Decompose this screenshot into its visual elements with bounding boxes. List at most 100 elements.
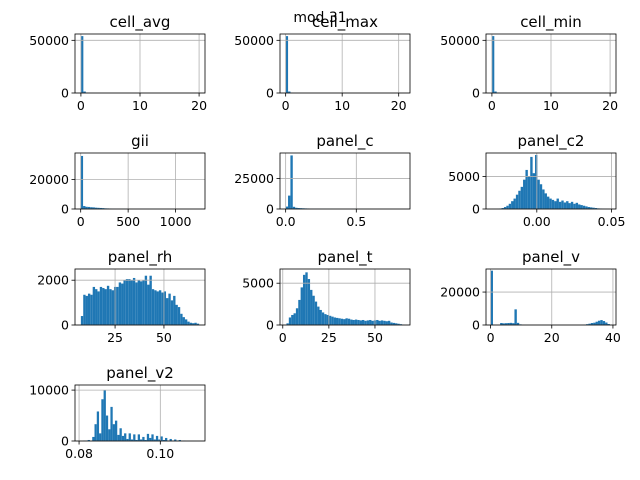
histogram-bar <box>153 439 156 441</box>
x-tick-label: 20 <box>391 98 407 113</box>
histogram-bar <box>361 319 365 325</box>
histogram-bar <box>380 320 384 325</box>
axes-frame <box>279 268 411 326</box>
y-tick-label: 0 <box>61 202 69 217</box>
histogram-bar <box>544 193 547 209</box>
subplot-panel-v: panel_v 0 20 40 0 20000 <box>440 248 621 345</box>
histogram-bar <box>575 202 579 209</box>
histogram-bar <box>502 323 505 325</box>
histogram-bar <box>352 319 355 325</box>
histogram-bar <box>132 277 136 325</box>
histogram-bar <box>109 289 112 325</box>
histogram-bar <box>161 292 164 325</box>
histogram-bar <box>347 318 351 325</box>
x-tick-label: 20 <box>191 98 207 113</box>
x-tick-label: 10 <box>132 98 148 113</box>
histogram-bar <box>101 399 104 441</box>
y-tick-label: 5000 <box>448 169 480 184</box>
histogram-bar <box>588 323 591 325</box>
histogram-bar <box>182 317 185 325</box>
subplot-title: panel_c <box>316 132 373 151</box>
histogram-bar <box>144 275 148 325</box>
histogram-bar <box>180 313 183 325</box>
histogram-bar <box>187 321 190 325</box>
histogram-bar <box>399 324 403 325</box>
histogram-bar <box>592 207 595 209</box>
histogram-bar <box>350 319 353 325</box>
figure-suptitle: mod 31 <box>293 10 346 26</box>
histogram-bar <box>307 279 311 325</box>
histogram-bar <box>336 317 339 325</box>
histogram-bar <box>515 194 519 209</box>
y-tick-label: 10000 <box>29 383 69 398</box>
y-tick-label: 0 <box>61 434 69 449</box>
histogram-bar <box>293 313 296 325</box>
subplot-cell-avg: cell_avg 0 10 20 0 50000 <box>29 13 207 113</box>
x-tick-label: 50 <box>367 330 383 345</box>
histogram-bar <box>586 324 589 325</box>
histogram-bar <box>395 323 398 325</box>
histogram-bar <box>530 156 533 209</box>
histogram-bar <box>99 207 103 209</box>
histogram-bars <box>285 36 407 93</box>
histogram-bar <box>163 291 167 325</box>
histogram-bar <box>125 279 129 325</box>
histogram-bar <box>513 198 516 209</box>
histogram-bar <box>504 323 508 325</box>
histogram-bar <box>173 295 176 325</box>
histogram-bar <box>597 320 601 325</box>
histogram-bar <box>85 295 88 325</box>
x-tick-label: 0 <box>77 98 85 113</box>
histogram-bars <box>285 155 405 209</box>
histogram-bar <box>175 304 178 325</box>
x-tick-label: 10 <box>334 98 350 113</box>
subplot-title: gii <box>131 132 149 150</box>
histogram-bar <box>554 201 557 209</box>
histogram-bar <box>285 206 289 209</box>
histogram-bar <box>297 208 300 209</box>
histogram-bar <box>292 206 296 209</box>
histogram-bar <box>80 155 84 209</box>
histogram-bar <box>99 286 103 325</box>
histogram-bar <box>392 322 396 325</box>
histogram-bar <box>295 308 299 325</box>
histogram-bar <box>90 294 93 325</box>
y-tick-label: 25000 <box>234 171 274 186</box>
histogram-bars <box>80 275 200 325</box>
axes-frame <box>74 152 206 210</box>
histogram-bar <box>288 195 291 209</box>
histogram-bar <box>135 282 138 325</box>
histogram-bar <box>385 321 388 325</box>
x-tick-label: 50 <box>156 330 172 345</box>
histogram-bar <box>357 319 360 325</box>
x-tick-label: 0 <box>279 330 287 345</box>
histogram-bar <box>140 439 143 441</box>
histogram-bar <box>151 434 154 441</box>
x-tick-label: 0.0 <box>276 214 296 229</box>
histogram-bar <box>85 206 88 209</box>
x-tick-label: 25 <box>321 330 337 345</box>
histogram-bar <box>317 306 320 325</box>
histogram-bar <box>354 319 358 325</box>
histogram-bar <box>130 439 134 441</box>
histogram-bar <box>121 283 124 325</box>
histogram-bar <box>532 173 536 209</box>
histogram-bar <box>503 207 507 209</box>
histogram-bar <box>300 287 303 325</box>
histogram-bar <box>194 322 197 325</box>
histogram-bars <box>490 270 610 325</box>
histogram-bar <box>607 324 610 325</box>
histogram-bar <box>103 390 106 441</box>
histogram-bar <box>500 323 503 325</box>
histogram-bar <box>105 415 109 441</box>
histogram-bar <box>511 201 514 209</box>
y-tick-label: 0 <box>61 86 69 101</box>
histogram-bar <box>87 206 91 209</box>
histogram-bar <box>561 200 564 209</box>
histogram-bar <box>156 291 159 325</box>
x-tick-label: 500 <box>116 214 140 229</box>
y-tick-label: 0 <box>266 318 274 333</box>
histogram-bar <box>123 280 126 325</box>
subplot-title: panel_v <box>522 248 580 267</box>
x-tick-label: 0 <box>487 330 495 345</box>
